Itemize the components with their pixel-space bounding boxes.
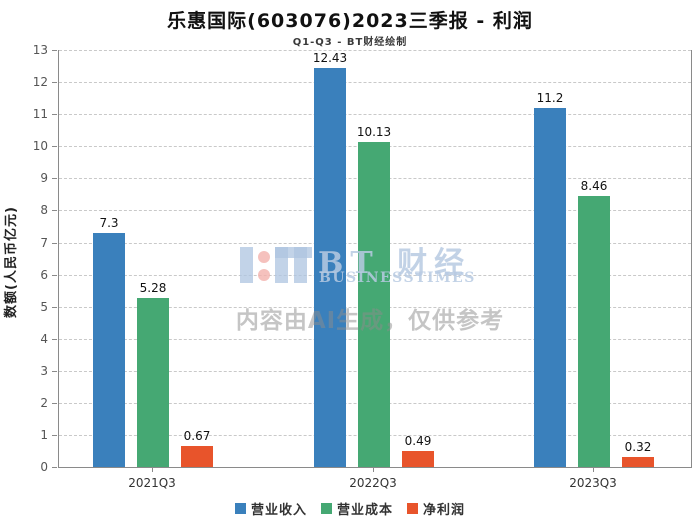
y-tick-mark — [52, 306, 57, 308]
y-tick-label: 3 — [40, 363, 48, 378]
bar — [358, 142, 390, 467]
gridline — [59, 50, 691, 51]
bar-value-label: 0.67 — [183, 428, 211, 443]
bar-value-label: 10.13 — [356, 125, 392, 140]
y-tick-label: 6 — [40, 267, 48, 282]
gridline — [59, 114, 691, 116]
y-tick-mark — [52, 370, 57, 372]
bar-value-label: 12.43 — [312, 51, 348, 66]
y-tick-mark — [52, 402, 57, 404]
legend-swatch-icon — [407, 503, 418, 514]
y-tick-label: 10 — [32, 139, 48, 154]
y-tick-label: 1 — [40, 427, 48, 442]
y-tick-label: 12 — [32, 75, 48, 90]
chart-subtitle: Q1-Q3 - BT财经绘制 — [292, 37, 408, 48]
y-tick-label: 9 — [40, 171, 48, 186]
bar — [137, 297, 169, 467]
legend-swatch-icon — [234, 503, 246, 514]
y-tick-label: 2 — [40, 395, 48, 410]
x-tick-mark — [152, 468, 153, 472]
y-tick-label: 7 — [40, 235, 48, 250]
gridline — [59, 82, 691, 84]
y-tick-label: 11 — [32, 107, 48, 122]
bar-value-label: 7.3 — [99, 215, 119, 230]
x-tick-label: 2022Q3 — [349, 476, 397, 490]
bar — [181, 445, 213, 467]
bar-value-label: 8.46 — [580, 178, 608, 193]
y-tick-mark — [52, 467, 57, 468]
bar-value-label: 0.32 — [624, 439, 652, 454]
x-tick-label: 2023Q3 — [569, 476, 617, 490]
x-tick-mark — [373, 468, 374, 472]
x-tick-mark — [593, 468, 594, 472]
legend-swatch-icon — [320, 503, 332, 514]
x-tick-label: 2021Q3 — [128, 476, 176, 490]
legend-label: 营业收入 — [250, 503, 307, 518]
y-tick-mark — [52, 146, 57, 148]
bar — [534, 107, 566, 467]
bar — [402, 451, 434, 467]
y-tick-mark — [52, 434, 57, 436]
bar-value-label: 5.28 — [139, 280, 167, 295]
legend-label: 净利润 — [423, 503, 466, 518]
bar-value-label: 0.49 — [404, 434, 432, 449]
chart-title: 乐惠国际(603076)2023三季报 - 利润 — [167, 10, 533, 32]
y-tick-label: 0 — [40, 460, 48, 474]
y-tick-mark — [52, 338, 57, 340]
bar — [93, 232, 125, 467]
legend-label: 营业成本 — [336, 503, 393, 518]
bar — [622, 456, 654, 467]
y-tick-label: 13 — [32, 43, 48, 57]
y-tick-label: 8 — [40, 203, 48, 218]
y-tick-mark — [52, 274, 57, 276]
y-tick-mark — [52, 242, 57, 244]
bar — [578, 195, 610, 467]
y-tick-label: 5 — [40, 299, 48, 314]
legend-item: 营业收入 — [234, 499, 307, 518]
y-tick-mark — [52, 210, 57, 212]
y-tick-mark — [52, 82, 57, 84]
plot-area: 7.3 5.28 0.67 12.43 10.13 0.49 11.2 8.46 0.32 — [58, 50, 692, 468]
legend-item: 净利润 — [407, 499, 465, 518]
y-tick-mark — [52, 114, 57, 116]
legend: 营业收入 营业成本 净利润 — [0, 499, 700, 518]
bar — [314, 68, 346, 467]
y-tick-label: 4 — [40, 331, 48, 346]
bar-value-label: 11.2 — [536, 90, 564, 105]
legend-item: 营业成本 — [320, 499, 393, 518]
y-tick-mark — [52, 50, 57, 51]
y-tick-mark — [52, 178, 57, 180]
